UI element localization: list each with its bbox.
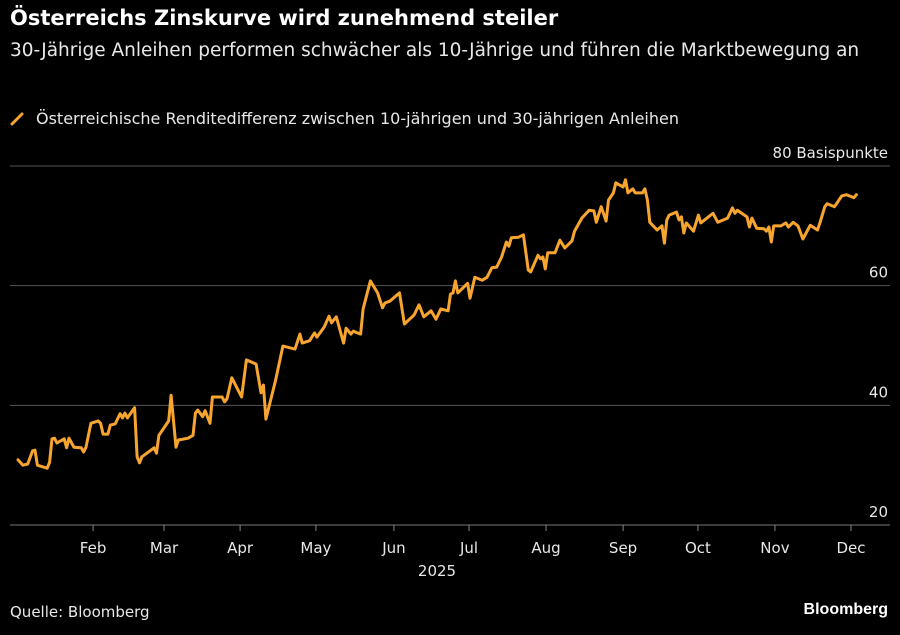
x-tick-label: Jun xyxy=(381,539,405,557)
x-tick-label: Apr xyxy=(227,539,254,557)
x-tick-label: Aug xyxy=(531,539,560,557)
x-tick-label: Feb xyxy=(80,539,107,557)
x-tick-label: Jul xyxy=(459,539,478,557)
chart-subtitle: 30-Jährige Anleihen performen schwächer … xyxy=(10,40,860,61)
source-note: Quelle: Bloomberg xyxy=(10,603,150,621)
legend-line-icon xyxy=(10,112,24,125)
legend-label: Österreichische Renditedifferenz zwische… xyxy=(36,109,679,128)
x-tick-label: Sep xyxy=(609,539,637,557)
chart-title: Österreichs Zinskurve wird zunehmend ste… xyxy=(10,6,559,30)
y-tick-label: 80 Basispunkte xyxy=(773,144,888,162)
x-tick-label: May xyxy=(300,539,331,557)
bloomberg-logo: Bloomberg xyxy=(803,601,888,618)
x-tick-label: Mar xyxy=(150,539,179,557)
x-tick-label: Dec xyxy=(836,539,865,557)
legend: Österreichische Renditedifferenz zwische… xyxy=(10,109,679,128)
x-tick-label: Oct xyxy=(685,539,711,557)
x-tick-label: Nov xyxy=(760,539,789,557)
y-tick-label: 40 xyxy=(869,383,888,401)
y-tick-label: 60 xyxy=(869,264,888,282)
series-line-yield-spread xyxy=(16,178,858,470)
y-tick-label: 20 xyxy=(869,503,888,521)
x-axis-year-label: 2025 xyxy=(418,562,456,580)
